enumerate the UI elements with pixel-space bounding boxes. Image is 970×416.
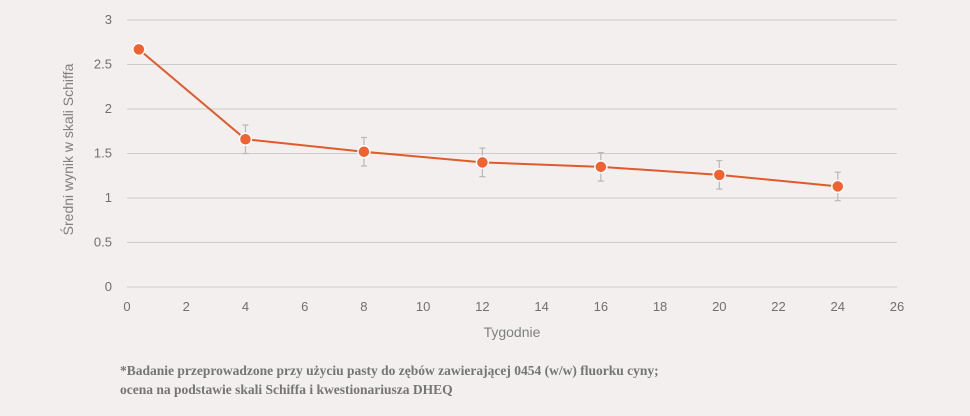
x-tick-label: 4: [242, 299, 249, 314]
error-bars: [242, 124, 841, 202]
x-tick-label: 10: [416, 299, 430, 314]
data-points: [132, 42, 845, 194]
y-tick-label: 1.5: [94, 146, 112, 161]
data-point: [238, 132, 253, 147]
y-tick-label: 2: [105, 101, 112, 116]
x-axis-ticks: 0 2 4 6 8 10 12 14 16 18 20 22 24 26: [123, 299, 904, 314]
y-tick-label: 0.5: [94, 235, 112, 250]
x-tick-label: 6: [301, 299, 308, 314]
line-chart: 00.511.522.53 0 2 4 6 8 10 12 14 16 18 20 22 24 26 Ty…: [59, 12, 904, 340]
data-point: [132, 42, 146, 57]
data-point: [357, 144, 371, 159]
y-tick-label: 0: [105, 279, 112, 294]
x-tick-label: 16: [594, 299, 608, 314]
x-tick-label: 0: [123, 299, 130, 314]
series-lines: [138, 48, 838, 188]
footnote-line-2: ocena na podstawie skali Schiffa i kwest…: [120, 382, 453, 397]
footnote: *Badanie przeprowadzone przy użyciu past…: [120, 361, 659, 399]
y-tick-label: 3: [105, 12, 112, 27]
x-axis-title: Tygodnie: [484, 324, 541, 340]
x-tick-label: 26: [890, 299, 904, 314]
x-tick-label: 20: [712, 299, 726, 314]
footnote-line-1: *Badanie przeprowadzone przy użyciu past…: [120, 363, 659, 378]
data-point: [475, 155, 490, 170]
series-line: [138, 48, 838, 188]
data-point: [831, 179, 845, 194]
y-axis-title: Średni wynik w skali Schiffa: [59, 63, 76, 235]
y-tick-label: 2.5: [94, 57, 112, 72]
x-tick-label: 12: [475, 299, 489, 314]
data-point: [712, 168, 727, 182]
data-point: [594, 160, 608, 174]
x-tick-label: 8: [360, 299, 367, 314]
y-axis-ticks: 0 0.5 1 1.5 2 2.5 3: [94, 12, 112, 294]
x-tick-label: 2: [183, 299, 190, 314]
x-tick-label: 18: [653, 299, 667, 314]
x-tick-label: 14: [534, 299, 548, 314]
gridlines: [127, 19, 897, 288]
x-tick-label: 24: [831, 299, 845, 314]
y-tick-label: 1: [105, 190, 112, 205]
x-tick-label: 22: [771, 299, 785, 314]
